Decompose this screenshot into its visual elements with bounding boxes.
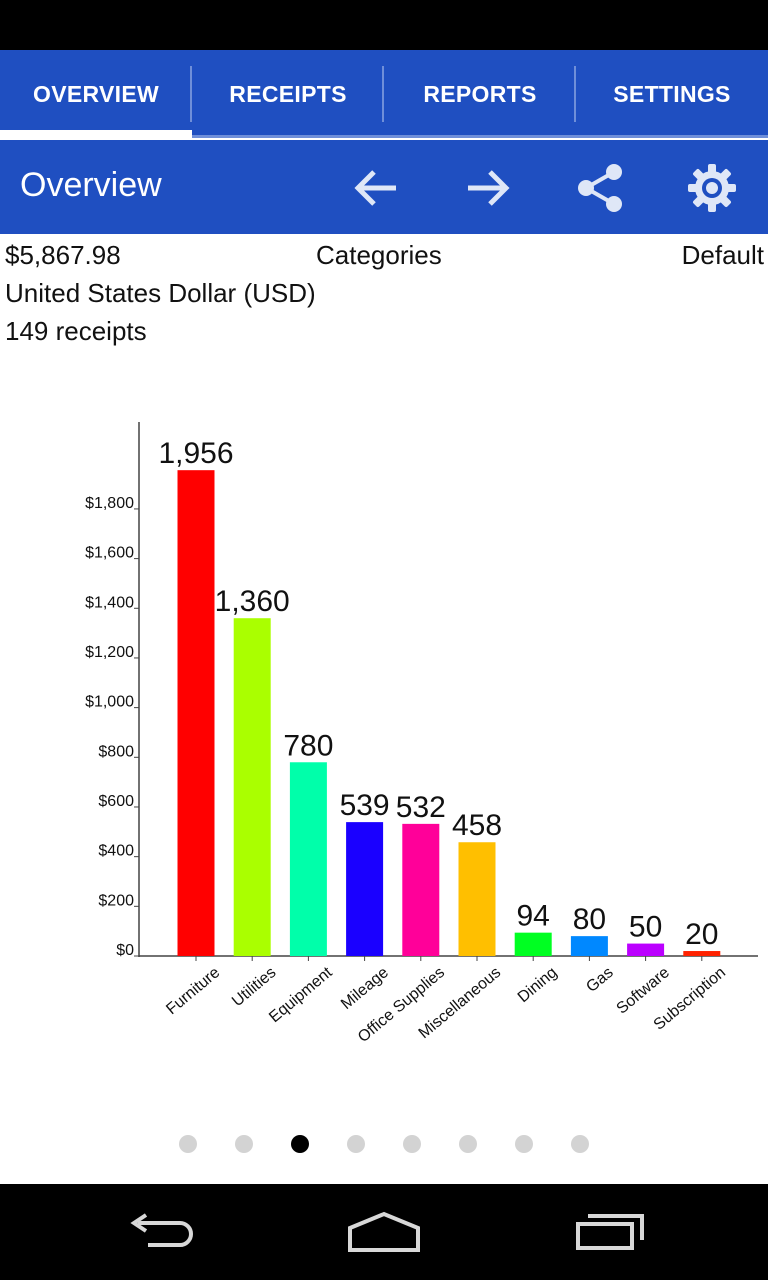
page-dot[interactable]: [291, 1135, 309, 1153]
chart-bar: [683, 951, 721, 956]
back-icon[interactable]: [100, 1202, 220, 1262]
tab-overview[interactable]: OVERVIEW: [0, 50, 192, 138]
bar-value-label: 458: [452, 809, 502, 842]
status-bar: [0, 0, 768, 50]
x-category-label: Dining: [515, 964, 561, 1006]
y-tick-label: $1,600: [85, 545, 134, 562]
share-icon[interactable]: [572, 160, 628, 216]
tab-receipts[interactable]: RECEIPTS: [192, 50, 384, 138]
tab-separator: [190, 66, 192, 122]
y-tick-label: $0: [116, 942, 134, 959]
page-dot[interactable]: [459, 1135, 477, 1153]
y-tick-label: $1,000: [85, 694, 134, 711]
page-dot[interactable]: [347, 1135, 365, 1153]
tab-reports[interactable]: REPORTS: [384, 50, 576, 138]
y-tick-label: $1,800: [85, 495, 134, 512]
recent-apps-icon[interactable]: [550, 1202, 670, 1262]
y-tick-label: $200: [98, 892, 134, 909]
category-bar-chart: $0 $200 $400 $600 $800 $1,000 $1,200 $1,400 $1,6…: [85, 422, 758, 1046]
gear-icon[interactable]: [684, 160, 740, 216]
bar-value-label: 539: [340, 789, 390, 822]
chart-bar: [233, 618, 271, 956]
total-amount: $5,867.98: [5, 240, 121, 270]
bar-value-label: 20: [685, 918, 718, 951]
chart-bar: [289, 762, 327, 956]
page-dot[interactable]: [403, 1135, 421, 1153]
bar-value-label: 532: [396, 791, 446, 824]
y-tick-label: $1,200: [85, 644, 134, 661]
chart-bar: [402, 823, 440, 956]
tab-overview-label: OVERVIEW: [33, 80, 159, 107]
bar-value-label: 780: [283, 729, 333, 762]
y-tick-label: $400: [98, 843, 134, 860]
page-title: Overview: [20, 166, 162, 204]
currency-label: United States Dollar (USD): [5, 278, 316, 308]
page-dot[interactable]: [179, 1135, 197, 1153]
tab-separator: [382, 66, 384, 122]
arrow-forward-icon[interactable]: [460, 160, 516, 216]
y-tick-label: $1,400: [85, 594, 134, 611]
x-category-label: Equipment: [266, 964, 336, 1027]
bar-value-label: 1,360: [215, 585, 290, 618]
page-dot[interactable]: [571, 1135, 589, 1153]
page-dot[interactable]: [235, 1135, 253, 1153]
chart-bar: [177, 470, 215, 956]
chart-bar: [570, 936, 608, 956]
page-dot[interactable]: [515, 1135, 533, 1153]
tab-bar-divider: [0, 138, 768, 140]
bar-value-label: 50: [629, 911, 662, 944]
arrow-back-icon[interactable]: [348, 160, 404, 216]
action-bar: Overview: [0, 140, 768, 234]
page-indicator: [0, 1133, 768, 1155]
tab-underline: [384, 135, 576, 138]
x-category-label: Mileage: [338, 964, 392, 1013]
x-category-label: Gas: [583, 964, 616, 996]
y-tick-label: $600: [98, 793, 134, 810]
bar-value-label: 94: [517, 900, 550, 933]
home-icon[interactable]: [324, 1202, 444, 1262]
x-category-label: Utilities: [229, 964, 279, 1010]
tab-settings-label: SETTINGS: [613, 80, 731, 107]
receipt-count: 149 receipts: [5, 316, 147, 346]
tab-reports-label: REPORTS: [423, 80, 537, 107]
y-tick-label: $800: [98, 743, 134, 760]
tab-bar: OVERVIEW RECEIPTS REPORTS SETTINGS: [0, 50, 768, 138]
bar-value-label: 80: [573, 903, 606, 936]
chart-bar: [627, 943, 665, 956]
tab-separator: [574, 66, 576, 122]
bar-value-label: 1,956: [158, 437, 233, 470]
tab-underline: [192, 135, 384, 138]
tab-receipts-label: RECEIPTS: [229, 80, 347, 107]
tab-indicator: [0, 130, 192, 138]
chart-bar: [346, 822, 384, 956]
tab-underline: [576, 135, 768, 138]
chart-bar: [458, 842, 496, 956]
navigation-bar: [0, 1184, 768, 1280]
view-selector[interactable]: Categories: [316, 240, 442, 270]
profile-selector[interactable]: Default: [681, 240, 764, 270]
tab-settings[interactable]: SETTINGS: [576, 50, 768, 138]
x-category-label: Furniture: [163, 964, 223, 1018]
chart-bar: [514, 932, 552, 956]
